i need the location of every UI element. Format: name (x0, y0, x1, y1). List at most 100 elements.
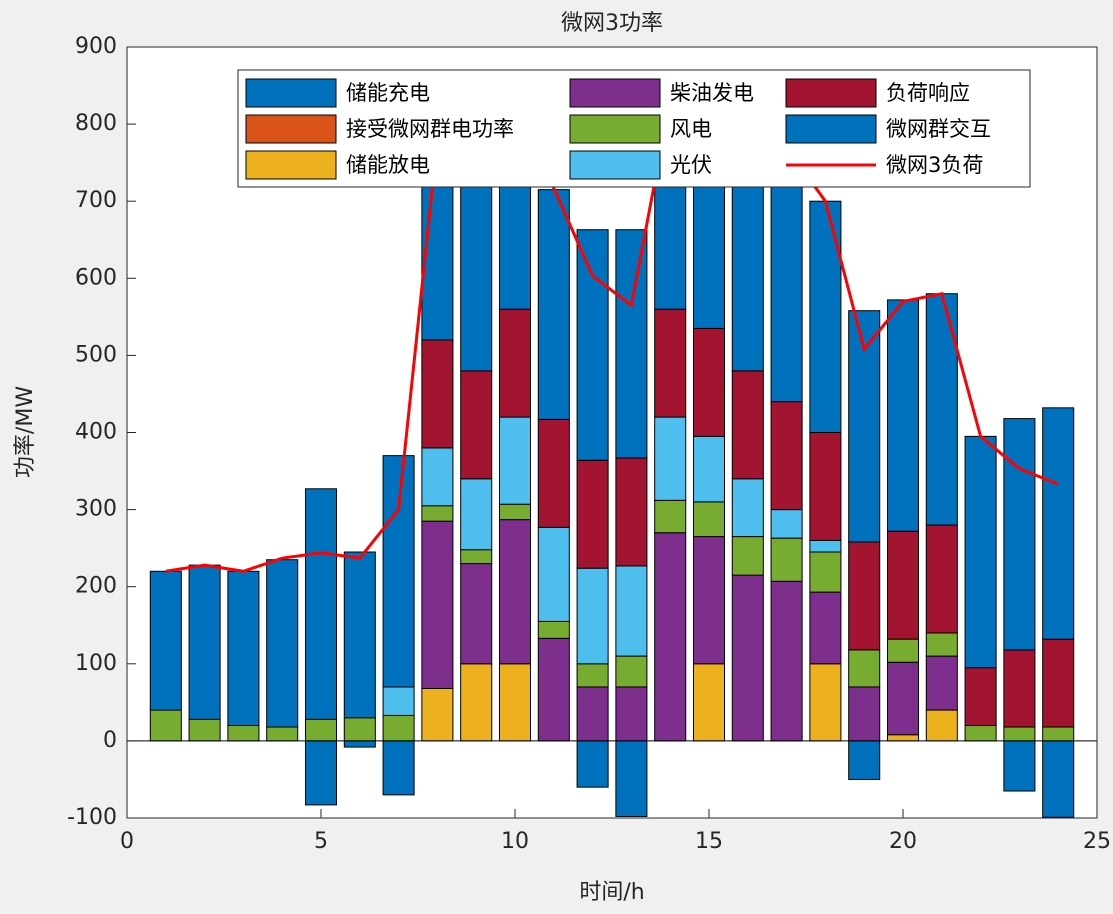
bar-segment (770, 509, 803, 539)
bar-segment (886, 530, 920, 640)
y-tick-label: -100 (67, 805, 117, 830)
bar-segment (227, 724, 260, 742)
bar-segment (848, 686, 881, 742)
bar-segment (460, 549, 493, 565)
bar-segment (654, 308, 687, 418)
bar-segment (421, 339, 454, 449)
legend-swatch (785, 114, 877, 144)
bar-segment (731, 478, 764, 538)
bar-segment (848, 740, 881, 780)
bar-segment (304, 740, 338, 806)
bar-segment (692, 327, 726, 437)
bar-segment (460, 563, 493, 665)
bar-segment (382, 740, 415, 796)
bar-segment (188, 564, 221, 720)
bar-segment (1003, 740, 1036, 792)
y-tick-label: 800 (75, 111, 117, 136)
bar-segment (498, 416, 532, 505)
bar-segment (886, 638, 920, 663)
bar-segment (149, 709, 182, 742)
bar-segment (304, 718, 338, 742)
legend-label: 储能放电 (346, 153, 430, 177)
bar-segment (149, 570, 182, 711)
bar-segment (576, 229, 609, 461)
bar-segment (964, 435, 997, 669)
bar-segment (615, 655, 648, 688)
x-tick-label: 25 (1083, 829, 1111, 854)
bar-segment (615, 565, 648, 657)
y-tick-label: 600 (75, 265, 117, 290)
bar-segment (537, 189, 570, 420)
legend-swatch (245, 150, 337, 180)
bar-segment (460, 663, 493, 742)
legend-label: 风电 (670, 117, 712, 141)
legend-label: 微网3负荷 (886, 153, 983, 177)
legend-label: 光伏 (670, 153, 712, 177)
bar-segment (770, 401, 803, 511)
bar-segment (537, 526, 570, 622)
legend-label: 微网群交互 (886, 117, 991, 141)
bar-segment (692, 435, 726, 503)
bar-segment (382, 455, 415, 688)
legend-swatch (569, 114, 661, 144)
bar-segment (770, 537, 803, 582)
bar-segment (654, 532, 687, 742)
bar-segment (615, 740, 648, 817)
bar-segment (692, 501, 726, 538)
bar-segment (731, 370, 764, 480)
bar-segment (654, 499, 687, 534)
bar-segment (925, 655, 958, 711)
bar-segment (886, 734, 920, 742)
bar-segment (421, 520, 454, 689)
y-tick-label: 500 (75, 342, 117, 367)
bar-segment (382, 714, 415, 742)
bar-segment (809, 551, 842, 593)
x-axis-label: 时间/h (579, 880, 644, 905)
bar-segment (615, 686, 648, 742)
bar-segment (498, 308, 532, 418)
bar-segment (731, 536, 764, 576)
bar-segment (576, 459, 609, 569)
bar-segment (498, 663, 532, 742)
bar-segment (692, 536, 726, 665)
bar-segment (304, 488, 338, 720)
x-tick-label: 5 (314, 829, 328, 854)
legend-swatch (245, 78, 337, 108)
bar-segment (692, 663, 726, 742)
bar-segment (809, 663, 842, 742)
y-tick-label: 700 (75, 188, 117, 213)
legend-label: 接受微网群电功率 (346, 117, 514, 141)
x-tick-label: 20 (889, 829, 917, 854)
bar-segment (770, 146, 803, 403)
bar-segment (266, 726, 299, 742)
bar-segment (615, 229, 648, 459)
bar-segment (964, 724, 997, 742)
bar-segment (654, 416, 687, 501)
bar-segment (227, 570, 260, 726)
y-tick-label: 200 (75, 574, 117, 599)
bar-segment (498, 503, 532, 521)
bar-segment (848, 649, 881, 688)
legend-label: 负荷响应 (886, 81, 970, 105)
bar-segment (770, 580, 803, 742)
bar-segment (460, 370, 493, 480)
bar-segment (266, 559, 299, 728)
bar-segment (343, 551, 376, 719)
bar-segment (809, 200, 842, 433)
bar-segment (925, 709, 958, 742)
bar-segment (343, 717, 376, 742)
legend-swatch (569, 150, 661, 180)
chart-title: 微网3功率 (561, 11, 663, 36)
bar-segment (925, 632, 958, 657)
bar-segment (1042, 638, 1075, 728)
bar-segment (421, 447, 454, 507)
y-tick-label: 100 (75, 651, 117, 676)
bar-segment (382, 686, 415, 716)
legend-label: 柴油发电 (670, 81, 754, 105)
bar-segment (576, 663, 609, 688)
legend-swatch (245, 114, 337, 144)
bar-segment (1003, 418, 1036, 651)
bar-segment (809, 539, 842, 553)
bar-segment (1042, 740, 1075, 818)
